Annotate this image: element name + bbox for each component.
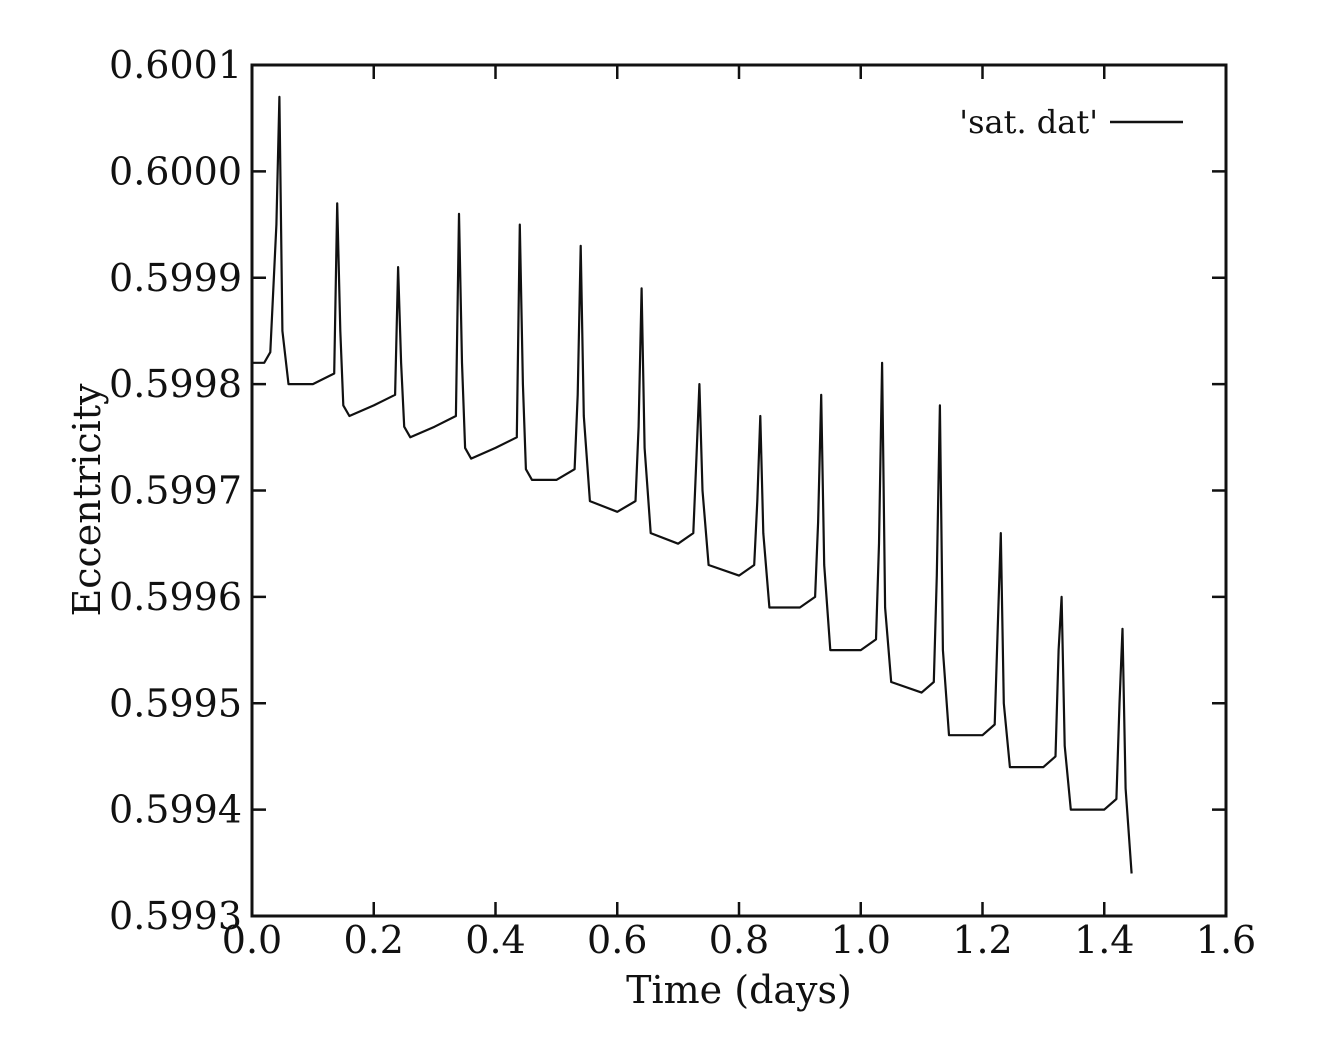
- y-axis-title: Eccentricity: [65, 383, 109, 617]
- y-tick-label: 0.6001: [109, 43, 242, 87]
- y-tick-label: 0.5999: [109, 256, 242, 300]
- legend-label: 'sat. dat': [959, 103, 1098, 141]
- y-tick-label: 0.5993: [109, 894, 242, 938]
- x-tick-label: 0.8: [709, 918, 769, 962]
- y-axis-ticks: 0.5993 0.5994 0.5995 0.5996 0.5997 0.5998 0.59…: [109, 43, 1226, 938]
- series-line-sat-dat: [252, 95, 1133, 874]
- y-tick-label: 0.5994: [109, 788, 242, 832]
- y-tick-label: 0.5997: [109, 469, 242, 513]
- x-tick-label: 1.6: [1196, 918, 1256, 962]
- legend: 'sat. dat': [959, 103, 1183, 141]
- x-axis-ticks: 0.0 0.2 0.4 0.6 0.8 1.0 1.2 1.4 1.6: [222, 65, 1256, 962]
- y-tick-label: 0.6000: [109, 149, 242, 193]
- x-axis-title: Time (days): [626, 968, 852, 1012]
- x-tick-label: 0.4: [465, 918, 525, 962]
- plot-frame: [250, 63, 1228, 918]
- x-tick-label: 0.2: [344, 918, 404, 962]
- y-tick-label: 0.5995: [109, 681, 242, 725]
- x-tick-label: 1.4: [1074, 918, 1134, 962]
- x-tick-label: 1.0: [831, 918, 891, 962]
- x-tick-label: 1.2: [952, 918, 1012, 962]
- y-tick-label: 0.5998: [109, 362, 242, 406]
- x-tick-label: 0.0: [222, 918, 282, 962]
- y-tick-label: 0.5996: [109, 575, 242, 619]
- x-tick-label: 0.6: [587, 918, 647, 962]
